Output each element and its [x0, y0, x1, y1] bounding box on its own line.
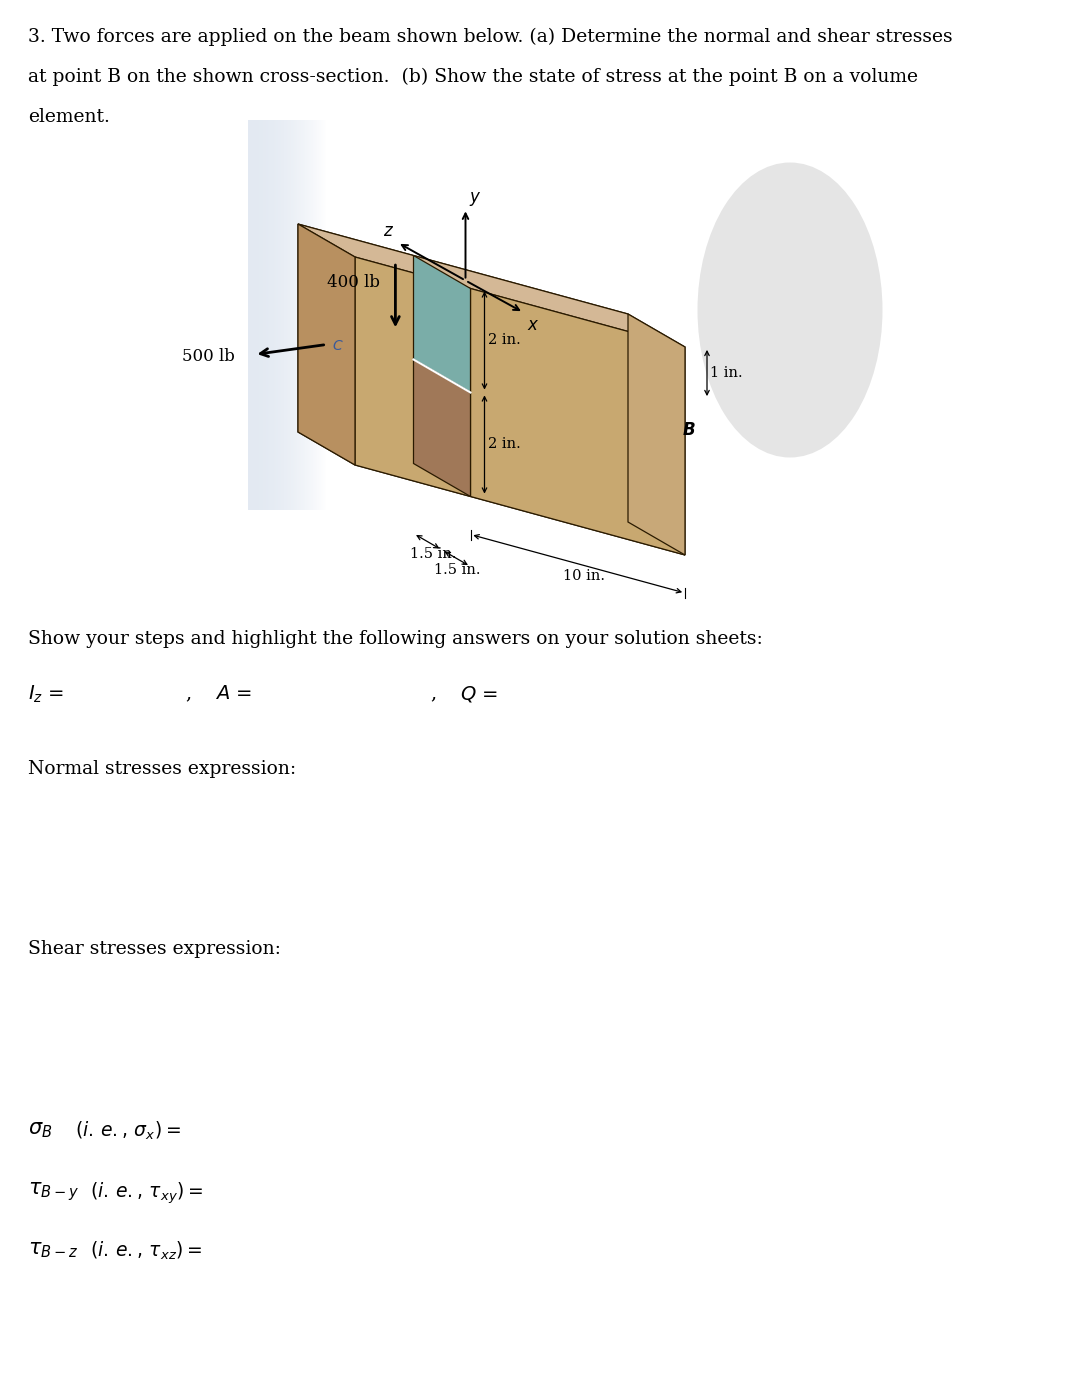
Text: 1.5 in.: 1.5 in. — [410, 546, 456, 560]
Text: B: B — [683, 421, 695, 439]
Text: ,: , — [430, 684, 436, 702]
Text: Show your steps and highlight the following answers on your solution sheets:: Show your steps and highlight the follow… — [28, 631, 763, 649]
Text: ,: , — [185, 684, 192, 702]
Polygon shape — [298, 224, 685, 346]
Text: 2 in.: 2 in. — [487, 437, 521, 451]
Text: 10 in.: 10 in. — [563, 569, 605, 582]
Text: $\tau_{B-z}$: $\tau_{B-z}$ — [28, 1241, 79, 1260]
Text: Normal stresses expression:: Normal stresses expression: — [28, 760, 296, 778]
Text: $A$ =: $A$ = — [215, 684, 252, 702]
Polygon shape — [298, 224, 355, 465]
Text: $(i.\,e.,\,\sigma_x)=$: $(i.\,e.,\,\sigma_x)=$ — [75, 1121, 181, 1143]
Text: C: C — [332, 339, 342, 353]
Text: z: z — [383, 222, 393, 240]
Text: 2 in.: 2 in. — [487, 334, 521, 348]
Text: Shear stresses expression:: Shear stresses expression: — [28, 940, 281, 958]
Polygon shape — [628, 315, 685, 555]
Text: x: x — [527, 316, 537, 334]
Polygon shape — [413, 255, 470, 392]
Polygon shape — [298, 432, 685, 555]
Text: $\sigma_B$: $\sigma_B$ — [28, 1121, 53, 1140]
Text: 400 lb: 400 lb — [327, 273, 381, 291]
Ellipse shape — [697, 163, 882, 458]
Text: $(i.\,e.,\,\tau_{xz})=$: $(i.\,e.,\,\tau_{xz})=$ — [90, 1241, 202, 1263]
Text: $(i.\,e.,\,\tau_{xy})=$: $(i.\,e.,\,\tau_{xy})=$ — [90, 1180, 203, 1206]
Text: at point B on the shown cross-section.  (b) Show the state of stress at the poin: at point B on the shown cross-section. (… — [28, 68, 918, 86]
Text: $Q$ =: $Q$ = — [461, 684, 498, 704]
Polygon shape — [355, 257, 470, 497]
Text: element.: element. — [28, 108, 110, 126]
Text: 3. Two forces are applied on the beam shown below. (a) Determine the normal and : 3. Two forces are applied on the beam sh… — [28, 28, 952, 47]
Text: 500 lb: 500 lb — [183, 348, 236, 364]
Text: $\tau_{B-y}$: $\tau_{B-y}$ — [28, 1180, 80, 1203]
Text: 1 in.: 1 in. — [710, 366, 742, 380]
Polygon shape — [470, 288, 685, 555]
Text: 1.5 in.: 1.5 in. — [435, 563, 481, 577]
Text: $I_z$ =: $I_z$ = — [28, 684, 65, 705]
Polygon shape — [413, 360, 470, 497]
Text: y: y — [469, 189, 480, 207]
Polygon shape — [298, 224, 628, 522]
